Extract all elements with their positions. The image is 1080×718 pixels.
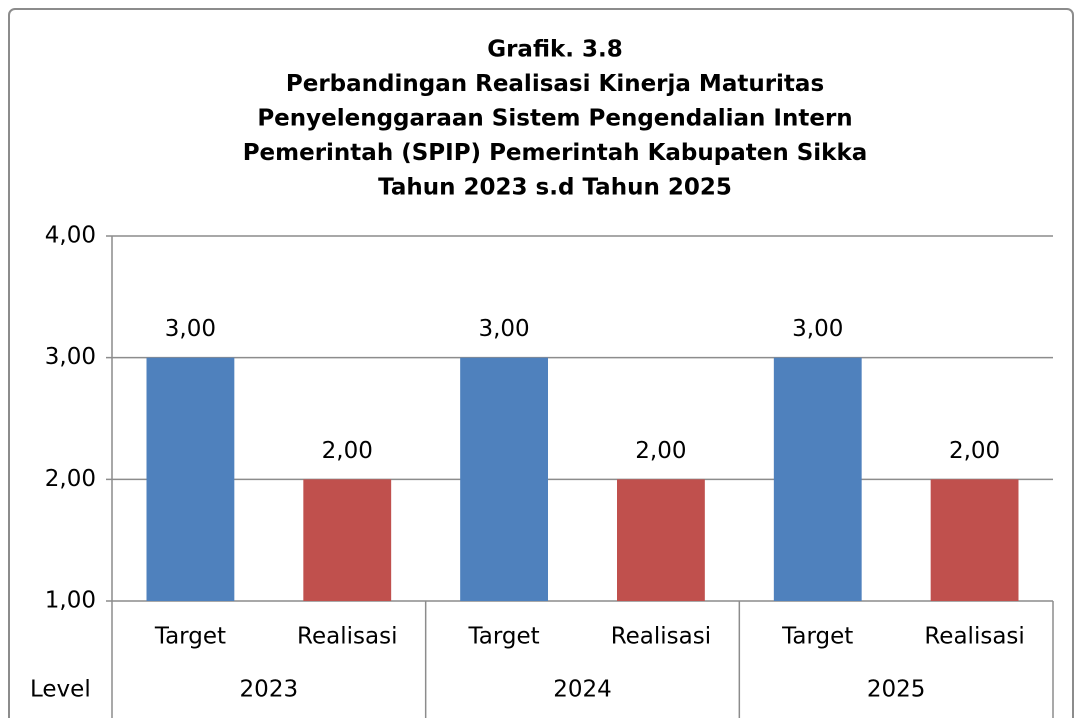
x-tick-label: Realisasi — [611, 624, 711, 650]
bar — [303, 479, 392, 601]
x-group-label: 2024 — [553, 677, 612, 703]
y-tick-label: 3,00 — [45, 344, 96, 370]
x-tick-label: Target — [154, 624, 226, 650]
y-tick-label: 1,00 — [45, 588, 96, 614]
chart-title: Pemerintah (SPIP) Pemerintah Kabupaten S… — [243, 140, 868, 166]
x-tick-label: Realisasi — [924, 624, 1024, 650]
x-tick-label: Target — [781, 624, 853, 650]
chart-title: Tahun 2023 s.d Tahun 2025 — [378, 175, 732, 201]
chart-title: Penyelenggaraan Sistem Pengendalian Inte… — [257, 106, 852, 132]
value-label: 2,00 — [322, 438, 373, 464]
x-tick-label: Target — [468, 624, 540, 650]
bar — [460, 357, 548, 601]
value-label: 3,00 — [165, 316, 216, 342]
x-tick-label: Realisasi — [297, 624, 397, 650]
bar — [617, 479, 705, 601]
bar — [146, 357, 235, 601]
y-tick-label: 2,00 — [45, 466, 96, 492]
y-axis-label: Level — [30, 677, 91, 703]
bar — [773, 357, 862, 601]
value-label: 2,00 — [635, 438, 686, 464]
value-label: 2,00 — [949, 438, 1000, 464]
x-group-label: 2023 — [240, 677, 299, 703]
y-tick-label: 4,00 — [45, 223, 96, 249]
bar — [930, 479, 1019, 601]
chart-title: Perbandingan Realisasi Kinerja Maturitas — [286, 71, 824, 97]
value-label: 3,00 — [792, 316, 843, 342]
value-label: 3,00 — [478, 316, 529, 342]
chart-title: Grafik. 3.8 — [487, 37, 623, 63]
x-group-label: 2025 — [867, 677, 926, 703]
